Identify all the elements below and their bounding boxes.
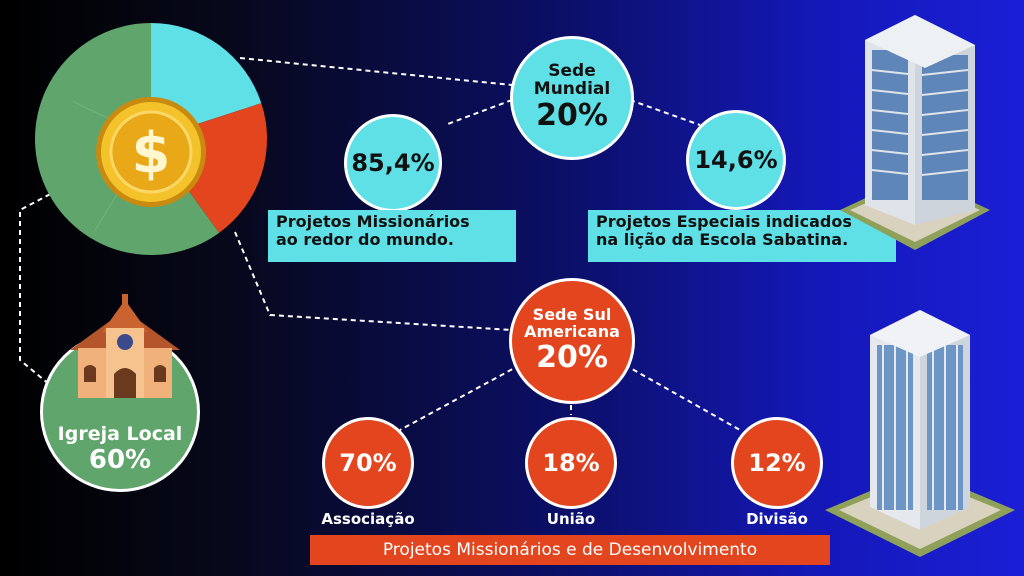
- sul-item-uniao-circle: 18%: [525, 417, 617, 509]
- sul-item-associacao-circle: 70%: [322, 417, 414, 509]
- igreja-local-title: Igreja Local: [57, 423, 183, 445]
- sede-mundial-title-2: Mundial: [533, 78, 611, 99]
- sul-item-uniao-pct: 18%: [542, 449, 600, 477]
- sede-sul-circle: Sede Sul Americana 20%: [509, 278, 635, 404]
- mundial-right-label-1: Projetos Especiais indicados: [596, 212, 852, 231]
- pie-to-mundial-line: [239, 57, 513, 86]
- mundial-right-label-2: na lição da Escola Sabatina.: [596, 230, 849, 250]
- mundial-to-right-line: [629, 99, 701, 126]
- mundial-left-label-2: ao redor do mundo.: [276, 230, 454, 250]
- pie-to-igreja-line: [19, 189, 59, 386]
- building-icon-bottom: [825, 310, 1015, 557]
- mundial-right-label: Projetos Especiais indicados na lição da…: [588, 210, 896, 262]
- sede-sul-title-2: Americana: [524, 321, 620, 341]
- sul-to-left-line: [399, 364, 521, 431]
- mundial-left-label: Projetos Missionários ao redor do mundo.: [268, 210, 516, 262]
- sul-item-associacao-label: Associação: [321, 510, 415, 528]
- mundial-right-pct: 14,6%: [694, 146, 778, 174]
- pie-to-sul-line: [234, 231, 513, 331]
- sul-item-divisao-pct: 12%: [748, 449, 806, 477]
- svg-text:$: $: [132, 121, 171, 186]
- sede-mundial-circle: Sede Mundial 20%: [510, 36, 634, 160]
- sul-to-right-line: [624, 364, 741, 431]
- sede-mundial-title-1: Sede: [548, 60, 596, 81]
- dollar-coin-icon: $: [96, 97, 206, 207]
- sede-mundial-pct: 20%: [536, 98, 608, 134]
- pie-chart: $: [34, 22, 268, 256]
- mundial-left-pct: 85,4%: [351, 149, 435, 177]
- church-icon: [70, 294, 180, 398]
- sede-sul-pct: 20%: [536, 340, 608, 376]
- sul-footer-text: Projetos Missionários e de Desenvolvimen…: [382, 540, 758, 560]
- mundial-left-label-1: Projetos Missionários: [276, 212, 470, 231]
- mundial-left-circle: 85,4%: [344, 114, 442, 212]
- igreja-local-pct: 60%: [88, 445, 152, 475]
- mundial-right-circle: 14,6%: [686, 110, 786, 210]
- sul-item-uniao-label: União: [546, 510, 596, 528]
- sul-footer-box: Projetos Missionários e de Desenvolvimen…: [310, 535, 830, 565]
- pie-svg: $: [34, 23, 267, 256]
- sul-item-associacao-pct: 70%: [339, 449, 397, 477]
- sul-item-divisao-label: Divisão: [746, 510, 808, 528]
- sul-item-divisao-circle: 12%: [731, 417, 823, 509]
- mundial-to-left-line: [444, 99, 513, 126]
- building-icon-top: [840, 15, 990, 250]
- sede-sul-title-1: Sede Sul: [532, 304, 612, 324]
